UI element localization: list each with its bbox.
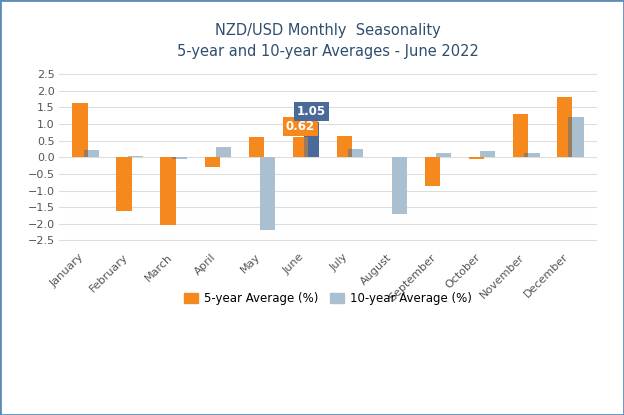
Bar (304, 122, 319, 157)
Bar (524, 153, 528, 157)
Bar (260, 157, 275, 230)
Bar (172, 157, 176, 159)
Bar (480, 151, 495, 157)
Bar (160, 157, 176, 225)
Legend: 5-year Average (%), 10-year Average (%): 5-year Average (%), 10-year Average (%) (179, 287, 477, 310)
Bar (568, 117, 572, 157)
Bar (248, 137, 264, 157)
Bar (84, 150, 88, 157)
Bar (348, 149, 363, 157)
Bar (392, 157, 407, 214)
Bar (304, 137, 308, 157)
Text: 0.62: 0.62 (286, 120, 315, 133)
Bar (557, 98, 572, 157)
Bar (117, 157, 132, 210)
Bar (524, 153, 540, 157)
Bar (568, 117, 583, 157)
Bar (216, 146, 232, 157)
Bar (436, 153, 452, 157)
Bar (336, 136, 352, 157)
Bar (348, 149, 352, 157)
Title: NZD/USD Monthly  Seasonality
5-year and 10-year Averages - June 2022: NZD/USD Monthly Seasonality 5-year and 1… (177, 23, 479, 59)
Bar (172, 157, 187, 159)
Text: 1.05: 1.05 (297, 105, 326, 118)
Bar (293, 137, 308, 157)
Bar (513, 114, 528, 157)
Bar (205, 157, 220, 166)
Bar (72, 103, 88, 157)
Bar (84, 150, 99, 157)
Bar (424, 157, 440, 186)
Bar (469, 157, 484, 159)
Bar (128, 156, 144, 157)
